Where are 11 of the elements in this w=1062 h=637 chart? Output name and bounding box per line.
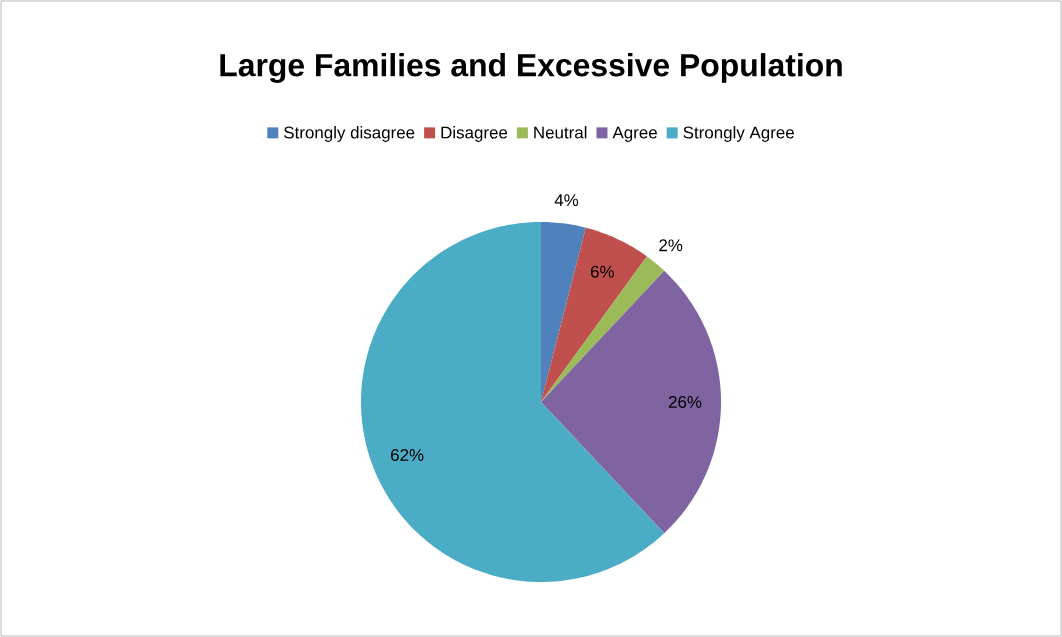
legend-label: Neutral (534, 126, 587, 139)
data-label: 4% (554, 194, 579, 207)
data-label: 26% (668, 396, 702, 408)
legend-label: Strongly Agree (683, 126, 794, 142)
legend-label: Agree (612, 126, 657, 142)
data-label: 6% (590, 265, 614, 278)
legend-label: Strongly disagree (284, 126, 415, 142)
data-label: 2% (659, 239, 683, 252)
legend-label: Disagree (441, 126, 508, 142)
data-label: 62% (391, 449, 424, 462)
chart-title: Large Families and Excessive Population (220, 53, 842, 83)
